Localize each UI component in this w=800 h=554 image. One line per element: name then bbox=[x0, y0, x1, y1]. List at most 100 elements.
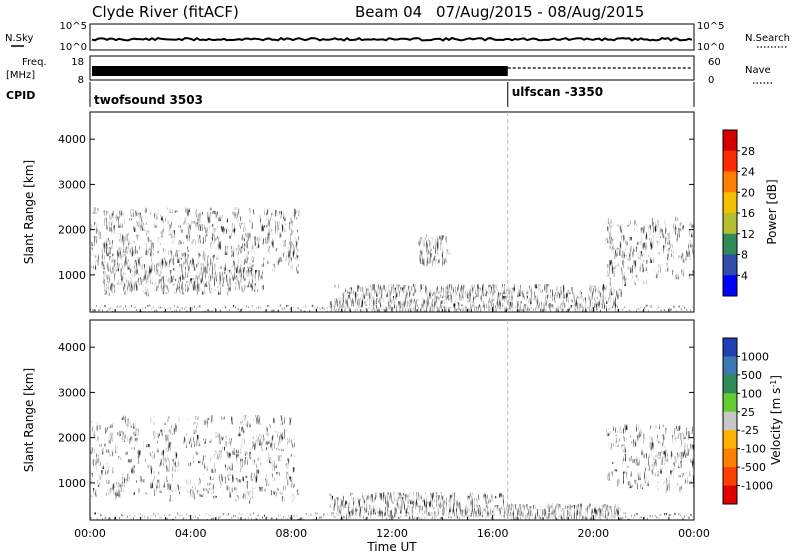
ground-scatter-cell bbox=[557, 518, 560, 520]
ground-scatter-cell bbox=[184, 306, 187, 309]
ground-scatter-cell bbox=[448, 310, 451, 312]
echo-cell bbox=[655, 221, 660, 227]
power-colorbar-label: Power [dB] bbox=[765, 179, 779, 244]
colorbar-swatch bbox=[723, 192, 737, 214]
colorbar-swatch bbox=[723, 275, 737, 297]
echo-cell bbox=[231, 254, 236, 258]
echo-cell bbox=[182, 217, 187, 225]
echo-cell bbox=[172, 239, 175, 244]
echo-cell bbox=[155, 262, 159, 266]
echo-cell bbox=[444, 296, 447, 304]
echo-cell bbox=[540, 307, 544, 312]
echo-cell bbox=[661, 450, 666, 455]
ground-scatter-cell bbox=[659, 514, 662, 517]
echo-cell bbox=[96, 480, 101, 487]
echo-cell bbox=[136, 234, 141, 241]
ground-scatter-cell bbox=[468, 514, 471, 517]
echo-cell bbox=[275, 228, 278, 234]
echo-cell bbox=[137, 476, 142, 482]
echo-cell bbox=[646, 270, 649, 274]
echo-cell bbox=[339, 509, 343, 518]
echo-cell bbox=[597, 301, 601, 307]
ground-scatter-cell bbox=[253, 309, 256, 312]
echo-cell bbox=[239, 458, 243, 468]
echo-cell bbox=[272, 263, 276, 272]
echo-cell bbox=[660, 467, 663, 474]
echo-cell bbox=[418, 237, 424, 246]
ground-scatter-cell bbox=[190, 517, 193, 520]
ground-scatter-cell bbox=[480, 306, 483, 308]
ground-scatter-cell bbox=[94, 309, 96, 312]
ground-scatter-cell bbox=[102, 309, 105, 312]
echo-cell bbox=[282, 240, 286, 247]
ground-scatter-cell bbox=[220, 512, 223, 515]
echo-cell bbox=[379, 284, 384, 290]
echo-cell bbox=[157, 273, 159, 281]
echo-cell bbox=[233, 260, 237, 266]
echo-cell bbox=[249, 208, 251, 213]
ground-scatter-cell bbox=[321, 515, 324, 518]
echo-cell bbox=[101, 447, 104, 455]
echo-cell bbox=[458, 292, 462, 301]
echo-cell bbox=[431, 260, 434, 267]
echo-cell bbox=[580, 295, 583, 300]
echo-cell bbox=[189, 260, 194, 268]
echo-cell bbox=[575, 307, 580, 312]
echo-cell bbox=[144, 267, 148, 273]
echo-cell bbox=[134, 262, 138, 272]
echo-cell bbox=[267, 440, 271, 444]
echo-cell bbox=[212, 228, 216, 237]
echo-cell bbox=[274, 461, 277, 469]
echo-cell bbox=[174, 288, 179, 294]
ground-scatter-cell bbox=[96, 517, 98, 520]
ground-scatter-cell bbox=[120, 514, 123, 516]
ground-scatter-cell bbox=[373, 512, 376, 515]
echo-cell bbox=[611, 261, 616, 269]
echo-cell bbox=[227, 452, 231, 461]
ground-scatter-cell bbox=[555, 518, 558, 520]
echo-cell bbox=[245, 285, 250, 288]
echo-cell bbox=[371, 296, 375, 301]
echo-cell bbox=[164, 275, 167, 281]
echo-cell bbox=[171, 283, 176, 286]
echo-cell bbox=[96, 466, 100, 470]
echo-cell bbox=[426, 293, 429, 301]
echo-cell bbox=[281, 432, 284, 439]
echo-cell bbox=[630, 266, 634, 274]
ground-scatter-cell bbox=[440, 516, 443, 519]
echo-cell bbox=[534, 284, 539, 289]
echo-cell bbox=[97, 454, 100, 463]
echo-cell bbox=[428, 512, 433, 517]
echo-cell bbox=[128, 282, 131, 291]
echo-cell bbox=[635, 457, 640, 466]
echo-cell bbox=[120, 255, 125, 265]
echo-cell bbox=[229, 281, 232, 289]
echo-cell bbox=[333, 502, 336, 511]
echo-cell bbox=[688, 273, 691, 280]
echo-cell bbox=[203, 488, 208, 492]
echo-cell bbox=[569, 287, 573, 290]
echo-cell bbox=[153, 216, 157, 223]
echo-cell bbox=[512, 505, 515, 511]
ground-scatter-cell bbox=[281, 307, 284, 310]
echo-cell bbox=[606, 226, 609, 232]
echo-cell bbox=[205, 266, 209, 274]
echo-cell bbox=[475, 290, 480, 297]
echo-cell bbox=[114, 277, 118, 283]
echo-cell bbox=[257, 457, 261, 463]
echo-cell bbox=[160, 458, 165, 467]
echo-cell bbox=[158, 279, 162, 287]
echo-cell bbox=[274, 487, 278, 494]
echo-cell bbox=[372, 305, 376, 309]
echo-cell bbox=[106, 492, 109, 496]
ground-scatter-cell bbox=[291, 517, 294, 520]
echo-cell bbox=[133, 432, 137, 436]
ground-scatter-cell bbox=[573, 517, 576, 520]
echo-cell bbox=[140, 277, 143, 281]
echo-cell bbox=[409, 492, 413, 497]
echo-cell bbox=[523, 295, 526, 301]
echo-cell bbox=[156, 209, 159, 215]
echo-cell bbox=[522, 290, 525, 298]
ground-scatter-cell bbox=[504, 310, 507, 312]
ground-scatter-cell bbox=[631, 310, 634, 312]
